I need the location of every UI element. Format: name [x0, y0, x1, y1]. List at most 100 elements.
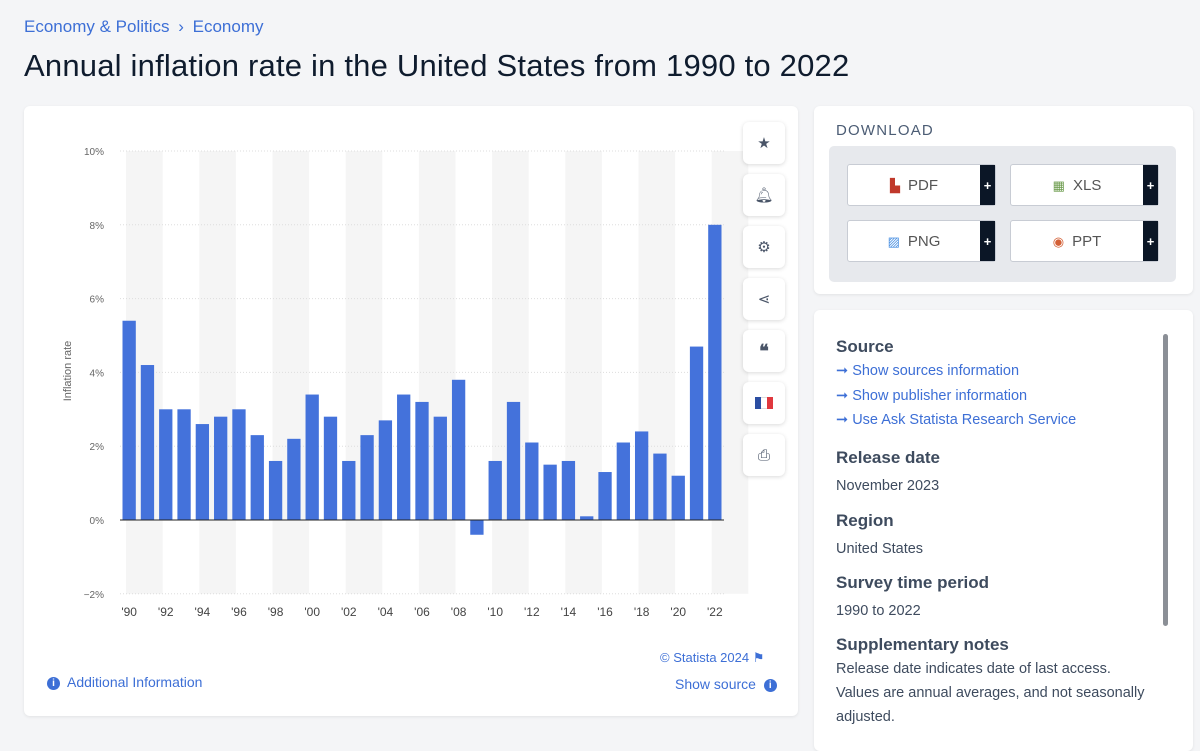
image-file-icon: ▨ — [887, 233, 900, 249]
survey-period-value: 1990 to 2022 — [836, 603, 921, 619]
x-tick-label: '90 — [121, 605, 137, 619]
release-date-value: November 2023 — [836, 478, 940, 494]
bar-2013 — [543, 464, 557, 520]
y-tick-label: 0% — [90, 516, 105, 527]
region-label: Region — [836, 511, 894, 530]
y-tick-label: 10% — [84, 147, 104, 158]
breadcrumb: Economy & Politics › Economy — [24, 17, 268, 37]
bar-2016 — [598, 472, 612, 520]
bar-1991 — [140, 365, 155, 520]
additional-information-link[interactable]: i Additional Information — [47, 674, 202, 690]
pdf-file-icon: ▙ — [890, 177, 900, 193]
bar-1995 — [214, 416, 228, 520]
bar-1993 — [177, 409, 191, 520]
cite-quote-icon[interactable]: ❝ — [743, 330, 785, 372]
bar-chart: −2% 0% 2% 4% 6% 8% 10% '90 '92 '94 '96 '98 '00 '02 '04… — [62, 147, 749, 619]
bar-2014 — [561, 460, 576, 520]
download-pdf-button[interactable]: ▙ PDF + — [847, 164, 996, 206]
bar-2008 — [451, 379, 466, 520]
download-title: DOWNLOAD — [836, 122, 934, 139]
bar-2001 — [323, 416, 338, 520]
page-title: Annual inflation rate in the United Stat… — [24, 48, 850, 83]
bar-2019 — [653, 453, 667, 520]
x-tick-label: '06 — [414, 605, 430, 619]
download-xls-button[interactable]: ▦ XLS + — [1010, 164, 1159, 206]
excel-file-icon: ▦ — [1052, 177, 1065, 193]
bar-1997 — [250, 435, 264, 520]
y-tick-label: 4% — [90, 368, 105, 379]
bar-2002 — [342, 460, 356, 520]
bar-2017 — [616, 442, 630, 520]
bar-2003 — [360, 435, 374, 520]
breadcrumb-economy[interactable]: Economy — [192, 17, 264, 36]
supplementary-notes-label: Supplementary notes — [836, 635, 1009, 654]
download-ppt-button[interactable]: ◉ PPT + — [1010, 220, 1159, 262]
source-panel: Source ➞ Show sources information ➞ Show… — [814, 310, 1193, 751]
x-tick-label: '16 — [597, 605, 613, 619]
bar-2007 — [433, 416, 447, 520]
show-publisher-link[interactable]: ➞ Show publisher information — [836, 387, 1028, 404]
download-png-button[interactable]: ▨ PNG + — [847, 220, 996, 262]
download-panel: DOWNLOAD ▙ PDF + ▦ XLS + ▨ PNG + ◉ PPT + — [814, 106, 1193, 294]
bar-1999 — [287, 438, 301, 520]
region-value: United States — [836, 541, 924, 557]
bar-2015 — [580, 516, 594, 520]
powerpoint-file-icon: ◉ — [1052, 233, 1065, 249]
share-icon[interactable]: ⋖ — [743, 278, 785, 320]
bar-2022 — [708, 224, 722, 521]
x-tick-label: '20 — [670, 605, 686, 619]
y-tick-label: 8% — [90, 221, 105, 232]
language-flag-icon[interactable] — [743, 382, 785, 424]
x-tick-label: '10 — [487, 605, 503, 619]
statista-copyright[interactable]: © Statista 2024 ⚑ — [660, 650, 765, 665]
y-tick-label: 6% — [90, 295, 105, 306]
scrollbar[interactable] — [1163, 334, 1168, 626]
bar-2020 — [671, 475, 685, 520]
settings-gear-icon[interactable]: ⚙ — [743, 226, 785, 268]
bar-1990 — [122, 320, 136, 520]
ask-statista-link[interactable]: ➞ Use Ask Statista Research Service — [836, 412, 1077, 428]
print-icon[interactable]: ⎙ — [743, 434, 785, 476]
breadcrumb-separator: › — [178, 17, 184, 36]
x-tick-label: '02 — [341, 605, 357, 619]
info-icon: i — [47, 677, 60, 690]
bar-1998 — [268, 460, 283, 520]
favorite-star-icon[interactable]: ★ — [743, 122, 785, 164]
x-tick-label: '94 — [195, 605, 211, 619]
chart-toolbar: ★ 🔔︎ ⚙ ⋖ ❝ ⎙ — [743, 122, 785, 476]
supplementary-notes-value: Release date indicates date of last acce… — [836, 661, 1145, 725]
notification-bell-icon[interactable]: 🔔︎ — [743, 174, 785, 216]
bar-2005 — [397, 394, 411, 520]
x-tick-label: '18 — [634, 605, 650, 619]
bar-2000 — [305, 394, 319, 520]
x-tick-label: '98 — [268, 605, 284, 619]
show-sources-link[interactable]: ➞ Show sources information — [836, 363, 1020, 379]
x-tick-label: '00 — [304, 605, 320, 619]
flag-report-icon: ⚑ — [752, 650, 765, 665]
release-date-label: Release date — [836, 448, 940, 467]
bar-1996 — [232, 409, 246, 520]
x-tick-label: '08 — [451, 605, 467, 619]
bar-2009 — [470, 520, 484, 535]
info-icon: i — [763, 679, 777, 692]
show-source-link[interactable]: Show source i — [675, 676, 777, 692]
x-tick-label: '14 — [561, 605, 577, 619]
x-tick-label: '96 — [231, 605, 247, 619]
bar-2004 — [378, 420, 393, 520]
bar-1994 — [195, 424, 210, 520]
bar-2012 — [525, 442, 539, 520]
y-axis-label: Inflation rate — [62, 341, 74, 402]
x-tick-label: '22 — [707, 605, 723, 619]
bar-2021 — [689, 346, 704, 520]
bar-2011 — [506, 401, 521, 520]
y-tick-label: 2% — [90, 442, 105, 453]
x-tick-label: '12 — [524, 605, 540, 619]
breadcrumb-economy-politics[interactable]: Economy & Politics — [24, 17, 170, 36]
bar-1992 — [159, 409, 173, 520]
bar-2010 — [488, 460, 502, 520]
bar-2006 — [415, 401, 429, 520]
bar-2018 — [634, 431, 649, 520]
source-heading: Source — [836, 337, 894, 356]
x-tick-label: '92 — [158, 605, 174, 619]
x-tick-label: '04 — [378, 605, 394, 619]
